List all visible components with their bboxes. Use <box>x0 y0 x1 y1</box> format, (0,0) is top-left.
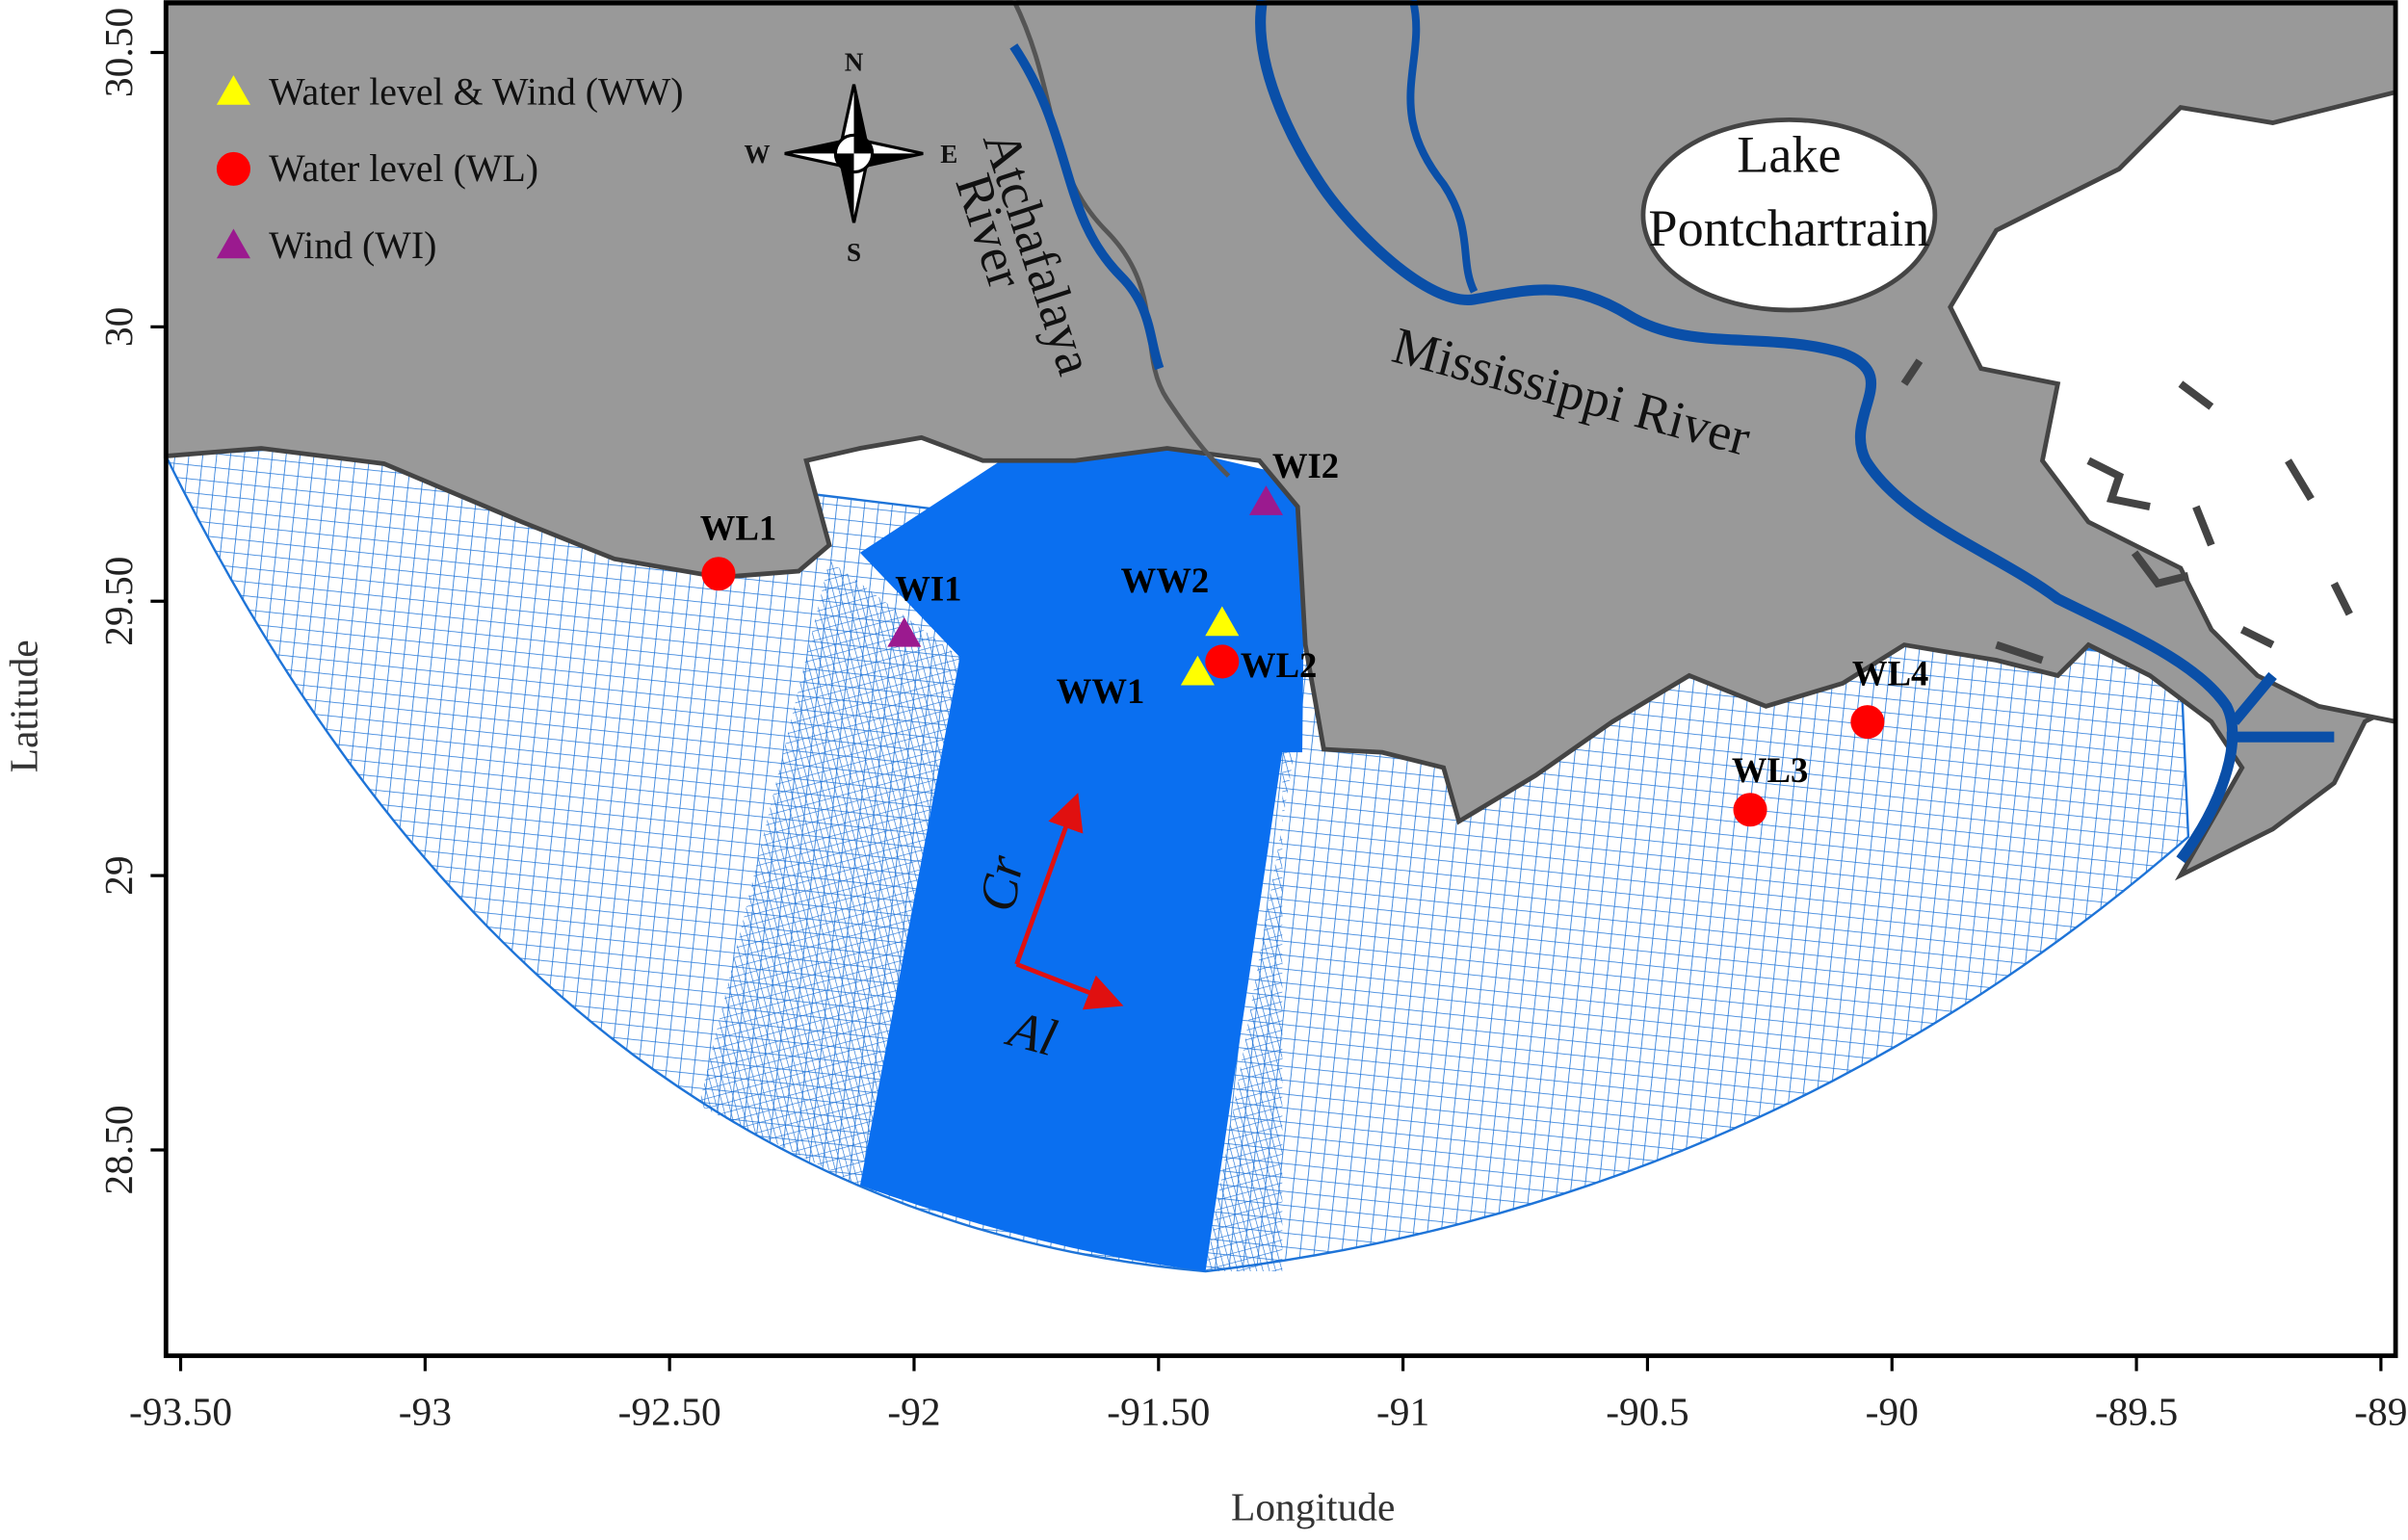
compass-e: E <box>940 140 957 169</box>
map-geometry <box>163 0 2398 1273</box>
station-marker <box>1205 606 1240 637</box>
station-marker <box>1850 705 1885 740</box>
station-label: WW1 <box>1057 671 1145 711</box>
x-axis-label: Longitude <box>1231 1484 1395 1528</box>
cr-arrow <box>1014 793 1084 965</box>
compass <box>784 84 924 223</box>
compass-s: S <box>847 238 861 267</box>
x-tick-label: -93.50 <box>129 1389 232 1433</box>
al-arrow <box>1015 961 1124 1010</box>
legend-label: Water level & Wind (WW) <box>269 69 683 113</box>
lake-label: Pontchartrain <box>1648 199 1929 257</box>
x-tick-label: -93 <box>399 1389 452 1433</box>
sound-water <box>1948 89 2398 725</box>
legend-marker <box>216 75 250 105</box>
station-label: WL2 <box>1241 645 1317 685</box>
x-tick-label: -92.50 <box>618 1389 721 1433</box>
y-tick-label: 30.50 <box>96 8 141 97</box>
plot-frame <box>163 0 2398 1359</box>
x-tick-label: -92 <box>887 1389 940 1433</box>
station-label: WI1 <box>895 568 961 608</box>
station-label: WL4 <box>1852 653 1928 692</box>
y-tick-label: 29 <box>96 855 141 895</box>
mesh-solid <box>859 422 1306 1272</box>
legend-marker <box>216 151 250 186</box>
station-marker <box>887 616 922 647</box>
station-marker <box>1205 644 1240 679</box>
y-tick-label: 29.50 <box>96 557 141 646</box>
compass-n: N <box>845 47 864 76</box>
arrow-label: Cr <box>968 850 1034 916</box>
lake <box>1640 117 1938 313</box>
x-tick-label: -89.5 <box>2095 1389 2178 1433</box>
station-marker <box>1733 793 1767 827</box>
x-tick-label: -90 <box>1866 1389 1919 1433</box>
station-marker <box>1180 655 1215 686</box>
mississippi-river <box>1255 0 2335 864</box>
y-tick-label: 30 <box>96 307 141 347</box>
legend-label: Wind (WI) <box>269 223 436 267</box>
atchafalaya-blue <box>1009 43 1165 371</box>
x-tick-label: -91 <box>1376 1389 1429 1433</box>
legend-label: Water level (WL) <box>269 146 538 190</box>
station-label: WL1 <box>700 509 776 548</box>
legend-marker <box>216 228 250 259</box>
x-tick-label: -91.50 <box>1107 1389 1210 1433</box>
compass-w: W <box>745 140 771 169</box>
station-label: WI2 <box>1272 446 1339 485</box>
y-axis-label: Latitude <box>1 639 45 772</box>
mesh-dense-left <box>698 560 960 1186</box>
y-tick-label: 28.50 <box>96 1105 141 1194</box>
marsh <box>1900 358 2353 665</box>
x-tick-label: -89 <box>2354 1389 2407 1433</box>
station-label: WW2 <box>1121 561 1210 600</box>
station-marker <box>701 557 736 591</box>
station-label: WL3 <box>1732 750 1808 790</box>
upper-river <box>1406 0 1479 294</box>
station-marker <box>1248 485 1284 515</box>
x-tick-label: -90.5 <box>1606 1389 1688 1433</box>
lake-label: Lake <box>1737 126 1841 184</box>
